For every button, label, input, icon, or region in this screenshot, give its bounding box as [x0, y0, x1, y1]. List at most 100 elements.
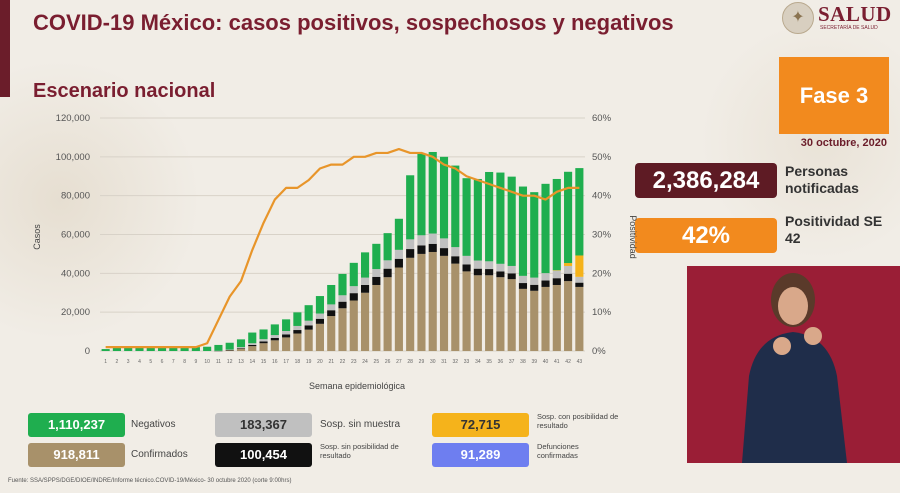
bar-segment [236, 348, 246, 349]
bar-segment [462, 271, 471, 351]
x-tick-label: 32 [453, 359, 459, 365]
bar-segment [135, 346, 144, 351]
x-tick-label: 12 [227, 359, 233, 365]
bar-segment [225, 349, 234, 351]
bar-segment [124, 346, 133, 351]
bar-segment [564, 281, 573, 351]
bar-segment [248, 346, 257, 351]
x-tick-label: 16 [272, 359, 278, 365]
bar-segment [372, 243, 381, 270]
bar-segment [541, 286, 550, 351]
bar-segment [248, 343, 257, 345]
bar-segment [360, 284, 370, 293]
bar-segment [225, 350, 234, 351]
bar-segment [496, 271, 505, 278]
bar-segment [315, 323, 325, 351]
bar-segment [394, 267, 403, 351]
bar-segment [552, 278, 561, 285]
bar-segment [473, 268, 482, 276]
bar-segment [157, 346, 167, 351]
bar-segment [518, 275, 528, 284]
bar-segment [169, 347, 178, 351]
logo-subtext: SECRETARÍA DE SALUD [820, 25, 878, 31]
bar-segment [236, 339, 246, 348]
x-tick-label: 11 [216, 359, 221, 365]
y2-tick-label: 30% [592, 230, 612, 241]
positivity-line [105, 147, 580, 349]
bar-segment [282, 319, 291, 332]
x-tick-label: 25 [374, 359, 380, 365]
bar-segment [575, 276, 584, 283]
x-tick-label: 4 [138, 359, 141, 365]
bar-segment [293, 325, 302, 331]
phase-badge: Fase 3 [779, 57, 889, 134]
bar-segment [394, 218, 403, 250]
phase-date: 30 octubre, 2020 [800, 137, 887, 149]
positivity-value: 42% [635, 218, 777, 253]
x-axis-ticks: 1 2 3 4 5 6 7 8 9 10 11 12 13 14 15 16 17 18 19 20 21 22 23 24 2… [104, 359, 582, 365]
legend-sosp-sin-posibilidad-label: Sosp. sin posibilidad de resultado [320, 442, 399, 460]
bar-segment [462, 255, 471, 265]
y2-axis-title: Positividad [628, 215, 638, 259]
notified-label: Personas notificadas [785, 163, 859, 196]
interpreter-hand-left [773, 337, 791, 355]
x-tick-label: 36 [498, 359, 504, 365]
x-tick-label: 43 [577, 359, 583, 365]
bar-segment [552, 270, 561, 271]
bar-segment [236, 347, 246, 349]
bar-segment [394, 258, 403, 268]
accent-bar [0, 0, 10, 97]
bar-segment [518, 186, 528, 276]
bar-segment [485, 261, 494, 270]
bar-segment [203, 346, 212, 351]
bar-segment [191, 347, 200, 351]
bar-segment [304, 320, 313, 326]
x-axis-title: Semana epidemiológica [309, 381, 405, 391]
bar-segment [575, 255, 584, 277]
chart-bars [101, 151, 584, 352]
salud-logo: ✦ SALUD SECRETARÍA DE SALUD [780, 0, 895, 34]
x-tick-label: 10 [204, 359, 210, 365]
bar-segment [541, 273, 550, 281]
bar-segment [146, 346, 155, 351]
bar-segment [552, 270, 561, 279]
bar-segment [259, 341, 268, 344]
bar-segment [406, 257, 415, 351]
bar-segment [417, 153, 426, 236]
bar-segment [530, 192, 539, 278]
bar-segment [338, 308, 347, 351]
bar-segment [530, 290, 539, 351]
bar-segment [327, 284, 336, 305]
bar-segment [338, 301, 347, 309]
eagle-emblem-icon: ✦ [782, 2, 814, 34]
bar-segment [282, 331, 291, 335]
bar-segment [473, 275, 482, 351]
legend-confirmados-box: 918,811 [28, 443, 125, 467]
x-tick-label: 15 [261, 359, 267, 365]
x-tick-label: 17 [283, 359, 289, 365]
x-tick-label: 1 [104, 359, 107, 365]
x-tick-label: 13 [238, 359, 244, 365]
source-footnote: Fuente: SSA/SPPS/DGE/DIOE/INDRE/Informe … [8, 478, 292, 484]
bar-segment [327, 310, 336, 317]
legend-defunciones-value: 91,289 [460, 447, 501, 462]
y-tick-label: 80,000 [61, 191, 90, 202]
bar-segment [360, 292, 370, 351]
bar-segment [518, 288, 528, 351]
bar-segment [473, 260, 482, 269]
bar-segment [564, 263, 573, 266]
x-tick-label: 42 [565, 359, 571, 365]
bar-segment [428, 251, 437, 351]
bar-segment [101, 349, 110, 351]
bar-segment [360, 252, 370, 278]
legend-confirmados-label: Confirmados [131, 449, 188, 460]
bar-segment [439, 238, 449, 249]
y2-tick-label: 50% [592, 152, 612, 163]
bar-segment [372, 276, 381, 285]
bar-segment [338, 295, 347, 302]
bar-segment [428, 233, 437, 244]
bar-segment [451, 256, 460, 264]
page-title: COVID-19 México: casos positivos, sospec… [33, 10, 674, 35]
bar-segment [406, 249, 415, 258]
